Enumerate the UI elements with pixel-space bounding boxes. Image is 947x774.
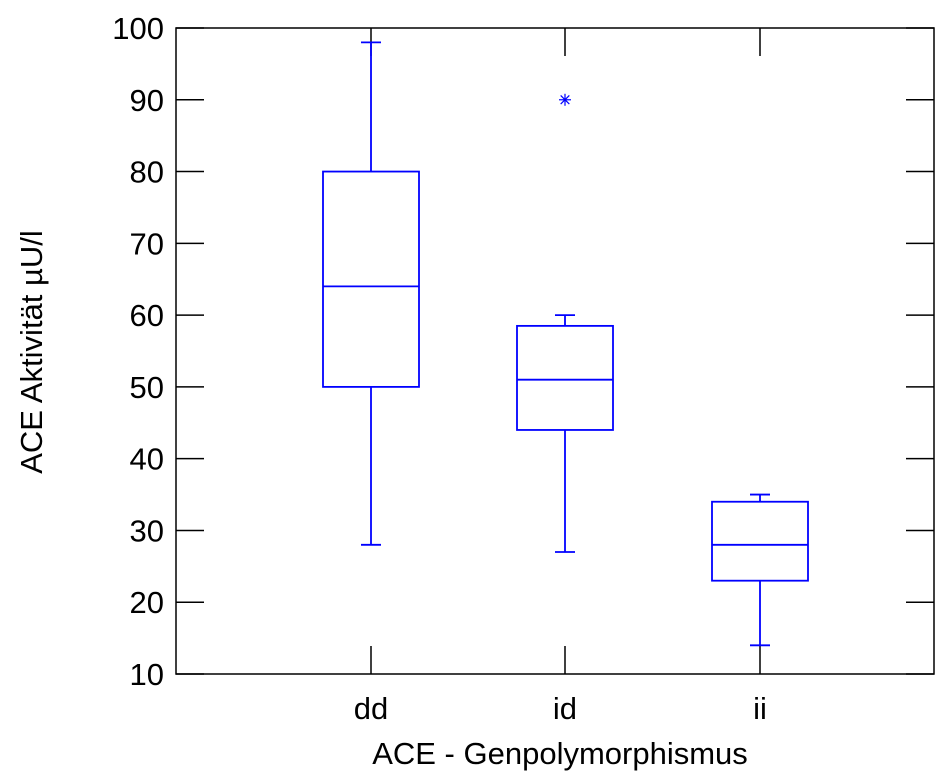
- outlier-stroke: [560, 95, 570, 105]
- y-tick-label: 60: [130, 298, 164, 333]
- y-tick-label: 70: [130, 226, 164, 261]
- box-id: [516, 93, 614, 553]
- box-series: [322, 41, 809, 647]
- y-tick-label: 50: [130, 370, 164, 405]
- x-tick-label: dd: [354, 691, 388, 726]
- y-tick-label: 90: [130, 83, 164, 118]
- outlier-point: [559, 93, 571, 106]
- axes: [175, 27, 935, 675]
- y-tick-label: 100: [112, 11, 164, 46]
- y-tick-label: 40: [130, 442, 164, 477]
- labels: ACE - Genpolymorphismus ACE Aktivität µU…: [14, 11, 767, 771]
- x-tick-label: ii: [753, 691, 767, 726]
- y-tick-label: 20: [130, 585, 164, 620]
- y-tick-label: 80: [130, 155, 164, 190]
- iqr-box: [711, 500, 809, 582]
- y-tick-label: 10: [130, 657, 164, 692]
- y-axis-title: ACE Aktivität µU/l: [14, 230, 49, 474]
- box-dd: [322, 41, 420, 546]
- iqr-box: [516, 324, 614, 431]
- x-tick-label: id: [553, 691, 577, 726]
- box-ii: [711, 493, 809, 647]
- x-axis-title: ACE - Genpolymorphismus: [372, 736, 748, 771]
- y-tick-label: 30: [130, 513, 164, 548]
- plot-frame: [175, 27, 935, 675]
- iqr-box: [322, 170, 420, 388]
